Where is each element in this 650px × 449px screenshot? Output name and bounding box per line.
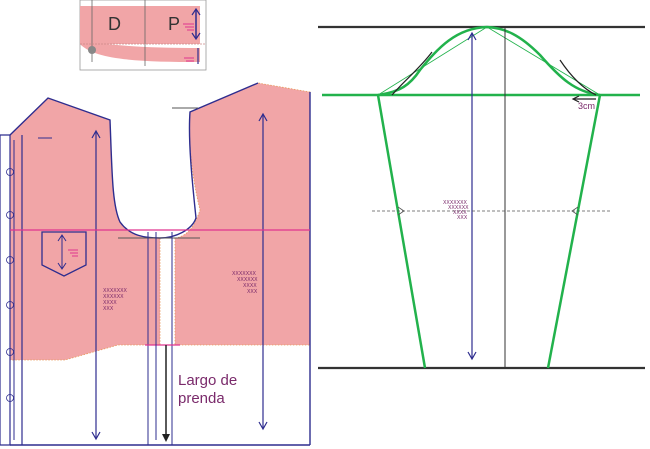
garment-length-label-line1: Largo de [178,372,237,389]
ease-label: 3cm [578,101,595,111]
collar-band-fill [80,6,200,44]
arrow-down-icon [57,262,67,270]
sleeve-cap-adjust [391,51,597,96]
cut-mark-text: XXXX [453,210,467,216]
cut-mark-text: XXXXXXX [443,200,468,206]
arrow-down-icon [467,351,477,361]
sleeve-cap-guides [377,26,601,96]
arrow-up-icon [467,31,477,41]
cut-mark-text: XXXXXX [448,205,469,211]
sleeve-piece: 3cm XXXXXXX XXXXXX XXXX XXX [318,25,645,370]
cut-mark-text: XXXX [103,300,117,306]
button-placket [0,134,11,446]
front-armhole-outline [9,97,161,239]
collar-piece: D P [79,0,207,71]
arrow-down-icon [191,32,201,41]
cut-mark-text: XXXXXXX [103,288,128,294]
cut-mark-text: XXXXXX [237,277,258,283]
collar-label-p: P [168,14,180,34]
arrow-down-icon [258,421,268,431]
back-bodice-fill [174,82,311,346]
cut-mark-text: XXX [247,289,258,295]
back-armhole-outline [159,82,259,239]
arrow-up-icon [191,7,201,16]
cut-mark-text: XXXXXXX [232,271,257,277]
collar-label-d: D [108,14,121,34]
cut-mark-text: XXXXXX [103,294,124,300]
cut-mark-text: XXX [457,215,468,221]
cut-mark-text: XXXX [243,283,257,289]
arrow-up-icon [258,112,268,122]
sleeve-underarm-right [546,94,602,369]
arrow-up-icon [91,129,101,139]
front-bodice-fill [9,97,161,361]
stand-grain-mark [184,57,194,62]
sleeve-underarm-left [376,94,427,369]
back-bodice [118,82,311,445]
front-bodice [0,97,310,446]
sleeve-cap-curve [377,25,601,97]
back-cut-marks: XXXXXXX XXXXXX XXXX XXX [232,271,258,295]
sleeve-cut-marks: XXXXXXX XXXXXX XXXX XXX [443,200,469,221]
pocket-grain-mark [68,249,78,257]
cut-mark-text: XXX [103,306,114,312]
pocket-outline [41,231,87,277]
collar-stand-fill [80,40,200,62]
button-mark-icon [88,46,96,54]
arrow-up-icon [57,234,67,242]
garment-length-label-line2: prenda [178,390,225,407]
front-cut-marks: XXXXXXX XXXXXX XXXX XXX [103,288,128,312]
collar-grain-mark [183,23,194,31]
arrow-left-icon [571,95,580,103]
elbow-notch-icon [397,206,579,216]
arrow-down-icon [162,434,170,442]
arrow-down-icon [91,431,101,441]
